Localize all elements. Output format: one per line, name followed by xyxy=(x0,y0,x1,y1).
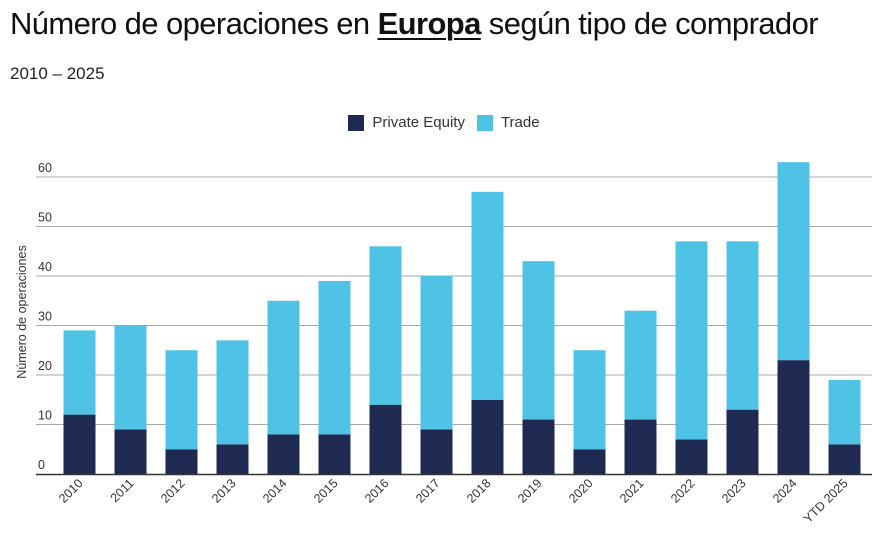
bar-trade-2013[interactable] xyxy=(216,340,249,445)
bar-trade-2021[interactable] xyxy=(624,310,657,420)
bar-trade-2018[interactable] xyxy=(471,191,504,400)
chart-title: Número de operaciones en Europa según ti… xyxy=(10,6,819,42)
bar-trade-2014[interactable] xyxy=(267,300,300,435)
x-tick-2015: 2015 xyxy=(311,476,341,506)
x-tick-2013: 2013 xyxy=(209,476,239,506)
bar-private-equity-2017[interactable] xyxy=(420,429,453,474)
bar-private-equity-2024[interactable] xyxy=(777,360,810,474)
bar-private-equity-2020[interactable] xyxy=(573,449,606,474)
y-tick-0: 0 xyxy=(38,458,45,472)
x-tick-2022: 2022 xyxy=(668,476,698,506)
legend-label-trade: Trade xyxy=(500,114,540,131)
bar-private-equity-2019[interactable] xyxy=(522,419,555,474)
bar-private-equity-ytd-2025[interactable] xyxy=(828,444,861,474)
bar-private-equity-2013[interactable] xyxy=(216,444,249,474)
x-tick-2021: 2021 xyxy=(617,476,647,506)
legend-item-trade: Trade xyxy=(476,114,540,131)
bar-trade-2024[interactable] xyxy=(777,162,810,361)
legend-label-private-equity: Private Equity xyxy=(372,114,465,131)
bar-trade-2012[interactable] xyxy=(165,350,198,450)
y-tick-40: 40 xyxy=(38,260,52,274)
title-prefix: Número de operaciones en xyxy=(10,6,378,41)
bar-trade-2020[interactable] xyxy=(573,350,606,450)
x-tick-ytd-2025: YTD 2025 xyxy=(801,476,851,526)
bar-trade-2010[interactable] xyxy=(63,330,96,415)
title-highlight-link[interactable]: Europa xyxy=(377,6,482,41)
x-tick-labels: 2010 2011 2012 2013 2014 2015 2016 2017 2018 2019… xyxy=(56,476,851,526)
chart-subtitle: 2010 – 2025 xyxy=(10,64,105,83)
x-tick-2014: 2014 xyxy=(260,476,290,506)
x-tick-2017: 2017 xyxy=(413,476,443,506)
bar-trade-2019[interactable] xyxy=(522,261,555,420)
bar-private-equity-2014[interactable] xyxy=(267,434,300,474)
bar-trade-2022[interactable] xyxy=(675,241,708,440)
y-axis-label: Número de operaciones xyxy=(15,245,29,378)
x-tick-2010: 2010 xyxy=(56,476,86,506)
bar-private-equity-2021[interactable] xyxy=(624,419,657,474)
x-tick-2023: 2023 xyxy=(719,476,749,506)
bar-trade-2023[interactable] xyxy=(726,241,759,410)
x-tick-2024: 2024 xyxy=(770,476,800,506)
y-tick-labels: 0 10 20 30 40 50 60 xyxy=(38,161,52,472)
bars xyxy=(63,162,861,474)
legend-item-private-equity: Private Equity xyxy=(348,114,465,131)
title-suffix: según tipo de comprador xyxy=(480,6,819,41)
bar-private-equity-2016[interactable] xyxy=(369,404,402,474)
x-tick-2011: 2011 xyxy=(108,476,137,505)
bar-trade-2016[interactable] xyxy=(369,246,402,405)
x-tick-2012: 2012 xyxy=(158,476,188,506)
x-tick-2018: 2018 xyxy=(464,476,494,506)
legend-swatch-private-equity xyxy=(348,114,365,131)
bar-private-equity-2011[interactable] xyxy=(114,429,147,474)
x-tick-2019: 2019 xyxy=(515,476,545,506)
x-tick-2016: 2016 xyxy=(362,476,392,506)
bar-trade-2015[interactable] xyxy=(318,280,351,435)
y-tick-30: 30 xyxy=(38,310,52,324)
y-tick-50: 50 xyxy=(38,211,52,225)
bar-private-equity-2022[interactable] xyxy=(675,439,708,474)
y-tick-20: 20 xyxy=(38,359,52,373)
y-tick-10: 10 xyxy=(38,409,52,423)
chart-legend: Private Equity Trade xyxy=(0,114,888,131)
bar-private-equity-2018[interactable] xyxy=(471,399,504,474)
bar-trade-ytd-2025[interactable] xyxy=(828,379,861,445)
bar-trade-2017[interactable] xyxy=(420,276,453,430)
legend-swatch-trade xyxy=(476,114,493,131)
bar-trade-2011[interactable] xyxy=(114,325,147,430)
bar-private-equity-2015[interactable] xyxy=(318,434,351,474)
bar-private-equity-2012[interactable] xyxy=(165,449,198,474)
y-tick-60: 60 xyxy=(38,161,52,175)
bar-private-equity-2023[interactable] xyxy=(726,409,759,474)
bar-private-equity-2010[interactable] xyxy=(63,414,96,474)
x-tick-2020: 2020 xyxy=(566,476,596,506)
